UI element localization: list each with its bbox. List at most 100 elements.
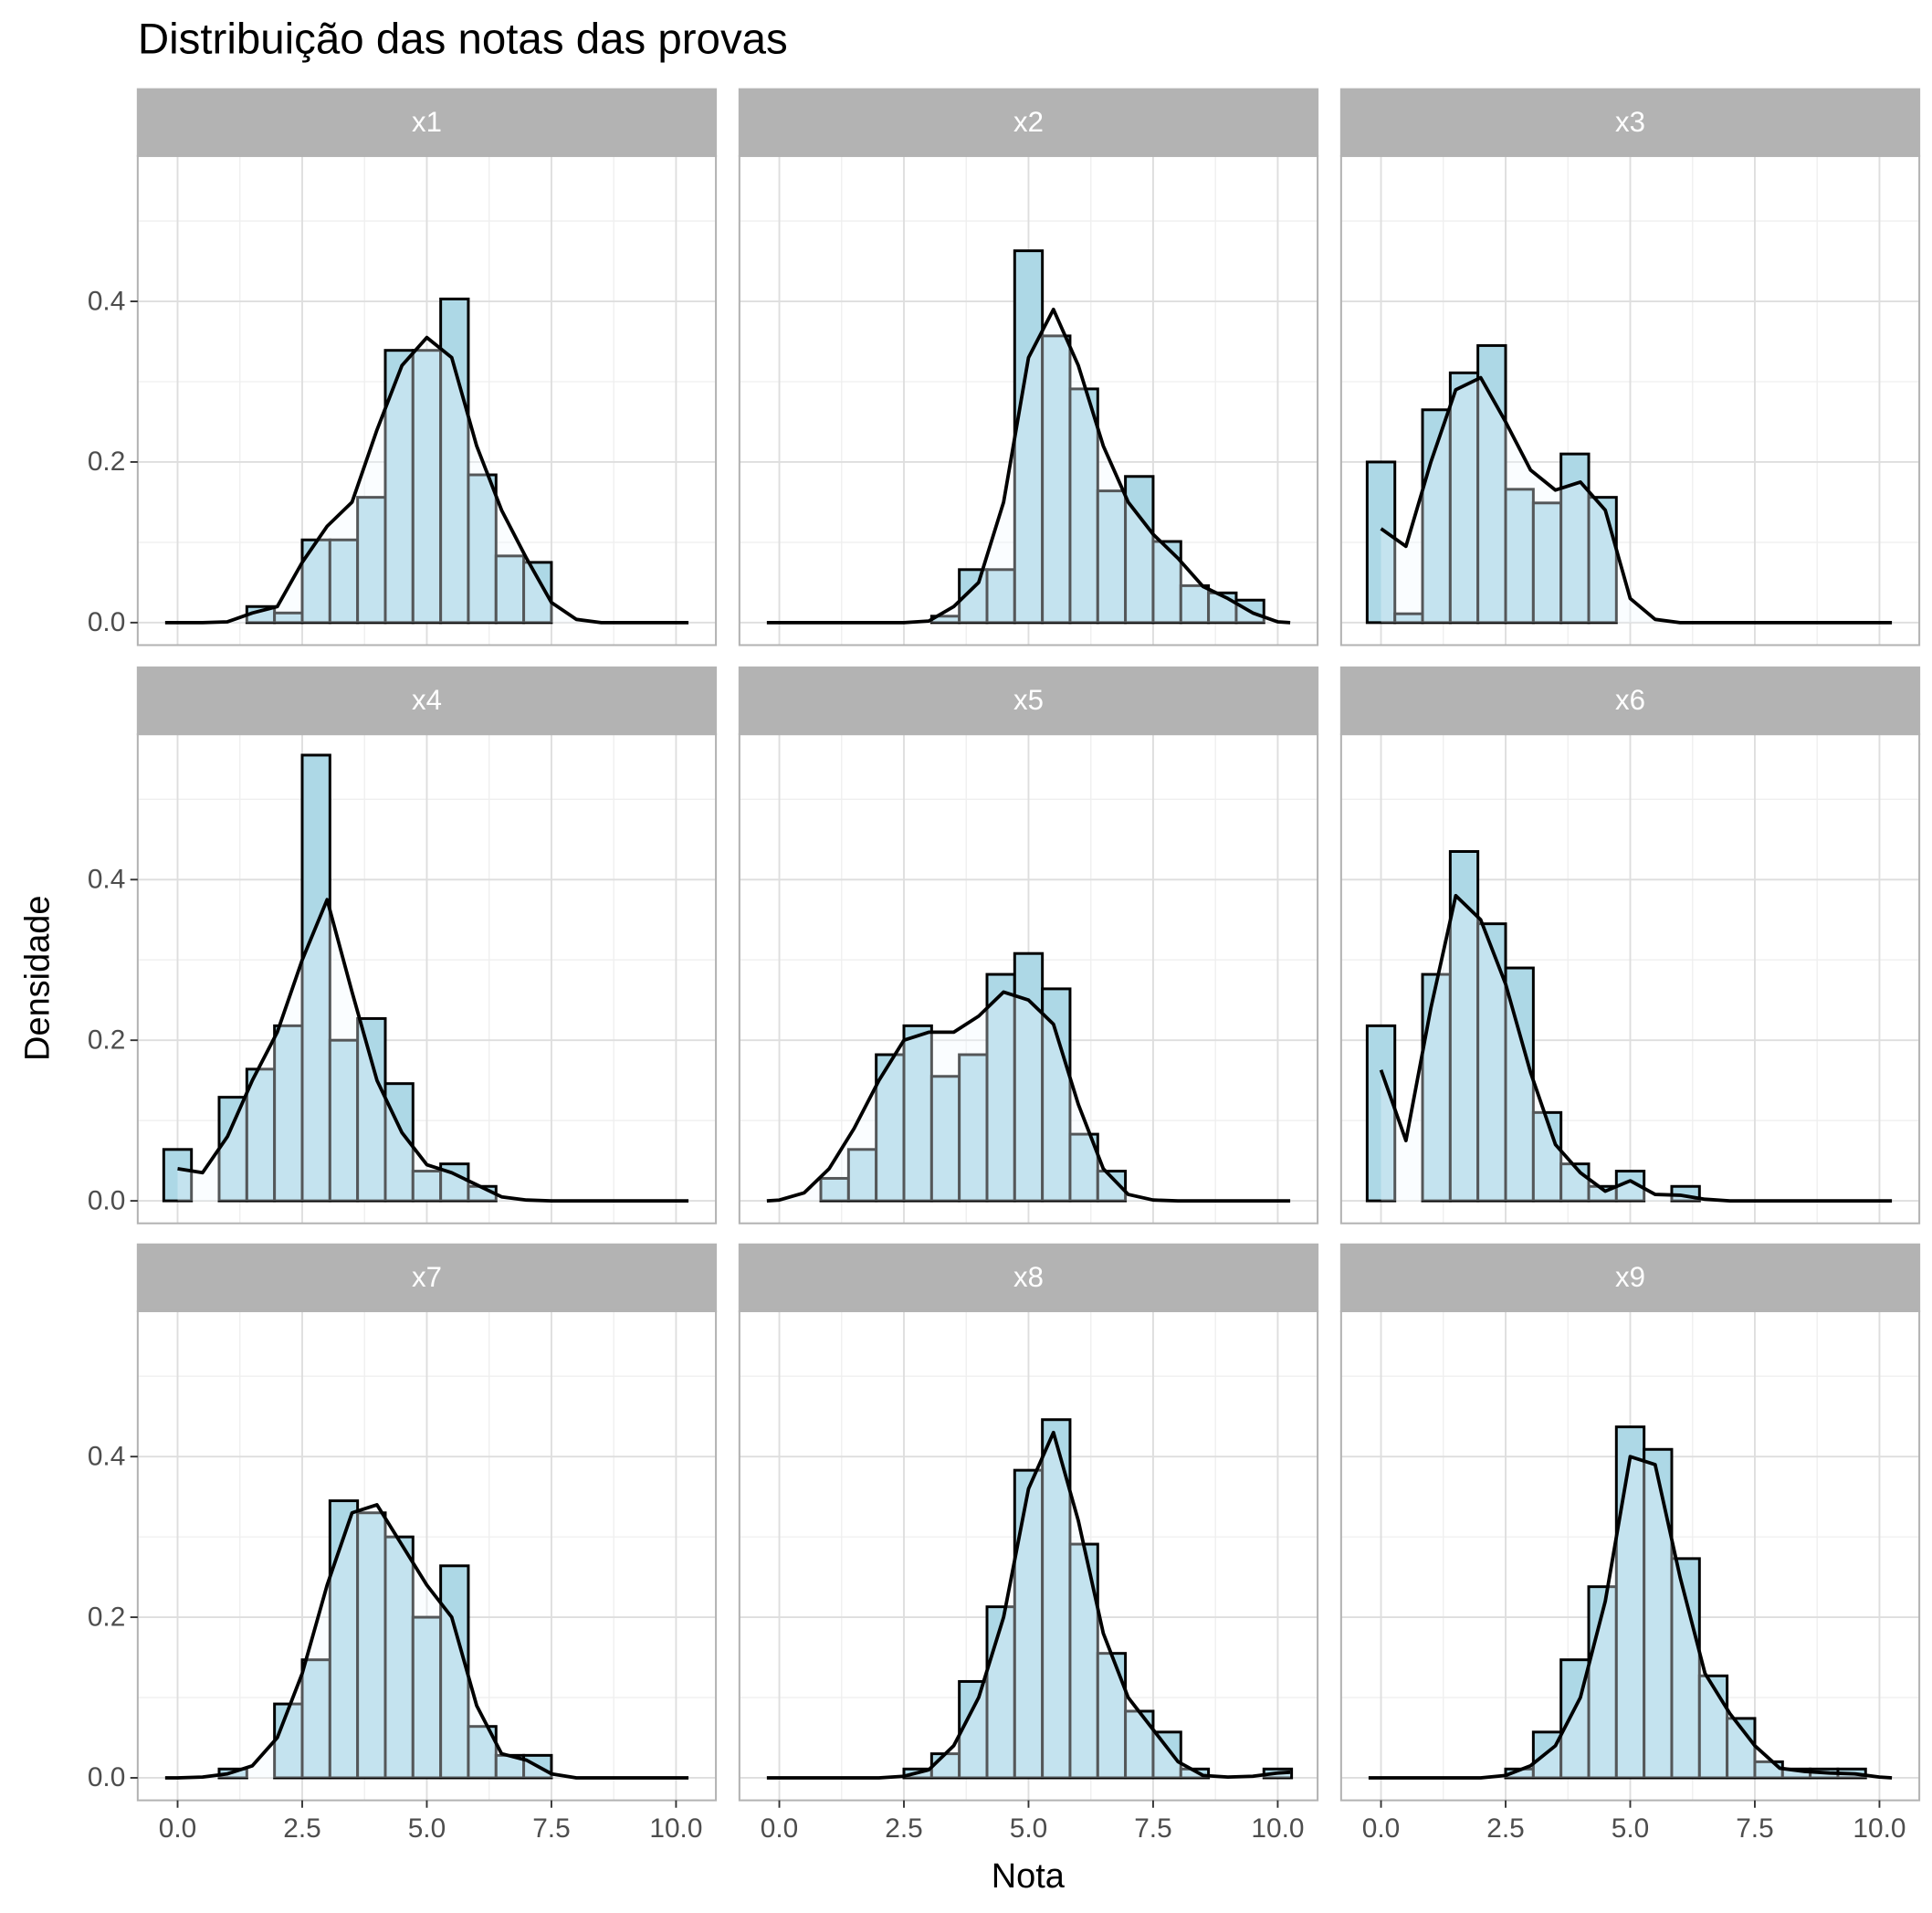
strip xyxy=(738,1243,1319,1313)
y-tick-label: 0.4 xyxy=(88,1441,125,1471)
density-line xyxy=(164,335,689,625)
bar xyxy=(1421,972,1452,1203)
density-area xyxy=(1368,1456,1893,1778)
strip xyxy=(1339,88,1921,157)
y-tick-label: 0.0 xyxy=(88,1185,125,1215)
y-axis-label: Densidade xyxy=(19,895,58,1060)
density-area xyxy=(1381,895,1893,1202)
x-tick-label: 5.0 xyxy=(1010,1813,1047,1844)
panel: x4 0.0 0.2 0.4 xyxy=(88,666,718,1225)
strip-label: x1 xyxy=(412,106,442,138)
density-line xyxy=(164,1503,689,1780)
x-axis-label: Nota xyxy=(992,1857,1066,1896)
strip xyxy=(1339,1243,1921,1313)
bar xyxy=(1068,387,1099,625)
bar xyxy=(217,1096,248,1203)
density-line xyxy=(766,1430,1291,1780)
bar xyxy=(467,473,498,625)
density-area xyxy=(164,337,689,623)
bar xyxy=(985,1605,1016,1780)
bar xyxy=(273,1024,304,1203)
x-tick-label: 5.0 xyxy=(408,1813,446,1844)
strip-label: x2 xyxy=(1013,106,1044,138)
y-tick-label: 0.4 xyxy=(88,286,125,316)
bar xyxy=(1559,1162,1591,1203)
bar xyxy=(356,1016,387,1203)
y-tick-label: 0.2 xyxy=(88,1602,125,1632)
x-tick-label: 7.5 xyxy=(1134,1813,1171,1844)
strip-label: x7 xyxy=(412,1261,442,1293)
y-tick-label: 0.2 xyxy=(88,447,125,477)
y-tick-label: 0.0 xyxy=(88,1762,125,1792)
y-tick-label: 0.4 xyxy=(88,865,125,895)
x-tick-label: 0.0 xyxy=(1362,1813,1400,1844)
density-line xyxy=(1380,375,1893,625)
panel: x6 xyxy=(1339,666,1921,1225)
bar xyxy=(439,1564,470,1780)
bar xyxy=(1476,343,1507,625)
bar xyxy=(1448,371,1480,625)
density-area xyxy=(766,1432,1291,1778)
strip xyxy=(136,88,718,157)
strip xyxy=(1339,666,1921,736)
density-area xyxy=(177,899,689,1202)
bar xyxy=(1448,850,1480,1203)
bar xyxy=(1531,501,1563,625)
x-tick-label: 7.5 xyxy=(1736,1813,1773,1844)
strip xyxy=(738,88,1319,157)
density-line xyxy=(766,307,1291,625)
bar xyxy=(1531,1110,1563,1203)
bar xyxy=(273,1702,304,1780)
y-tick-label: 0.2 xyxy=(88,1025,125,1055)
bar xyxy=(1365,1024,1397,1203)
x-tick-label: 2.5 xyxy=(885,1813,922,1844)
x-tick-label: 0.0 xyxy=(159,1813,196,1844)
chart-title: Distribuição das notas das provas xyxy=(138,16,788,64)
strip-label: x8 xyxy=(1013,1261,1044,1293)
bar xyxy=(1365,460,1397,625)
bar xyxy=(1587,496,1618,625)
density-line xyxy=(766,990,1291,1203)
strip-label: x9 xyxy=(1615,1261,1645,1293)
bar xyxy=(1614,1170,1646,1203)
x-tick-label: 0.0 xyxy=(761,1813,798,1844)
strip xyxy=(136,1243,718,1313)
bar xyxy=(411,349,443,625)
panel: x8 0.0 2.5 5.0 7.5 10.0 xyxy=(738,1243,1319,1844)
panel: x3 xyxy=(1339,88,1921,646)
bar xyxy=(1041,987,1072,1203)
x-tick-label: 2.5 xyxy=(1486,1813,1524,1844)
x-tick-label: 10.0 xyxy=(649,1813,702,1844)
panel: x9 0.0 2.5 5.0 7.5 10.0 xyxy=(1339,1243,1921,1844)
density-area xyxy=(766,992,1291,1202)
bar xyxy=(958,1679,989,1780)
density-area xyxy=(1381,377,1893,623)
panel: x1 0.0 0.2 0.4 xyxy=(88,88,718,646)
bar xyxy=(522,1753,553,1780)
x-tick-label: 7.5 xyxy=(532,1813,570,1844)
x-tick-label: 10.0 xyxy=(1853,1813,1906,1844)
bar xyxy=(300,753,331,1203)
x-tick-label: 5.0 xyxy=(1612,1813,1649,1844)
strip-label: x4 xyxy=(412,684,442,716)
bar xyxy=(1013,1468,1045,1780)
bar xyxy=(162,1148,194,1203)
bar xyxy=(245,1067,277,1203)
panel: x5 xyxy=(738,666,1319,1225)
density-area xyxy=(766,309,1291,623)
bar xyxy=(328,1499,360,1780)
x-tick-label: 2.5 xyxy=(283,1813,320,1844)
density-line xyxy=(177,898,689,1203)
strip-label: x6 xyxy=(1615,684,1645,716)
strip xyxy=(136,666,718,736)
bar xyxy=(985,972,1016,1203)
bar xyxy=(958,1053,989,1203)
bar xyxy=(902,1024,933,1203)
strip xyxy=(738,666,1319,736)
x-tick-label: 10.0 xyxy=(1251,1813,1304,1844)
density-line xyxy=(1379,893,1893,1203)
strip-label: x5 xyxy=(1013,684,1044,716)
bar xyxy=(328,1038,360,1203)
bar xyxy=(1124,475,1155,625)
